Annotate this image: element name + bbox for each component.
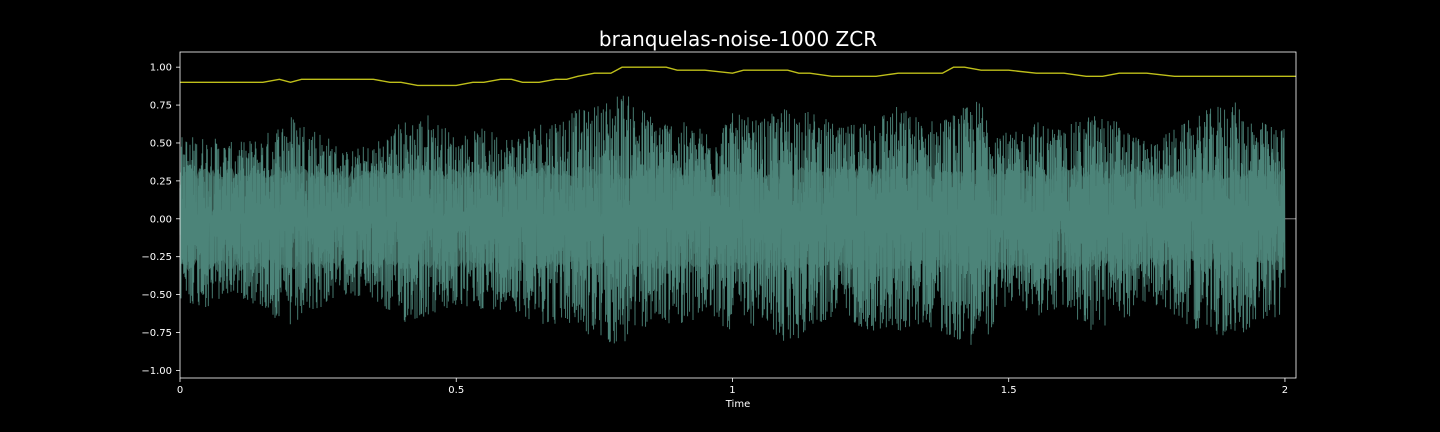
y-tick-label: 0.25: [150, 176, 172, 187]
x-tick-label: 1: [729, 385, 735, 396]
y-tick-label: −0.75: [141, 328, 172, 339]
y-axis: −1.00 −0.75 −0.50 −0.25 0.00 0.25 0.50 0.75 1.00: [141, 63, 180, 377]
plot-frame: [179, 51, 1297, 379]
y-tick-label: 0.75: [150, 101, 172, 112]
y-tick-label: −0.50: [141, 290, 172, 301]
x-axis: 0 0.5 1 1.5 2: [177, 378, 1288, 396]
x-tick-label: 0: [177, 385, 183, 396]
x-tick-label: 2: [1282, 385, 1288, 396]
plot-area: [179, 66, 1296, 345]
y-tick-label: 0.00: [150, 214, 172, 225]
x-tick-label: 0.5: [448, 385, 464, 396]
zcr-line: [180, 66, 1296, 87]
y-tick-label: 1.00: [150, 63, 172, 74]
chart-title: branquelas-noise-1000 ZCR: [599, 27, 877, 51]
waveform-line: [179, 95, 1286, 345]
y-tick-label: 0.50: [150, 138, 172, 149]
x-tick-label: 1.5: [1001, 385, 1017, 396]
y-tick-label: −1.00: [141, 366, 172, 377]
x-axis-label: Time: [725, 399, 750, 410]
y-tick-label: −0.25: [141, 252, 172, 263]
